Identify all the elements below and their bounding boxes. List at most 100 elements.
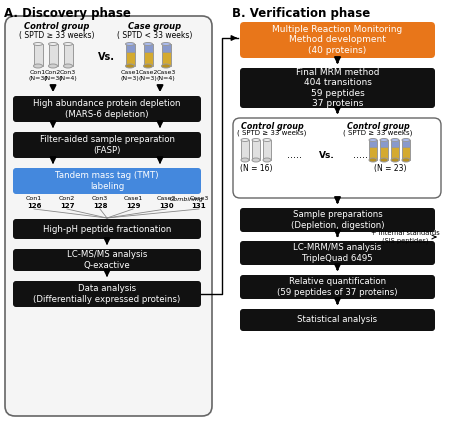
Ellipse shape: [33, 64, 42, 68]
FancyBboxPatch shape: [13, 132, 201, 158]
Bar: [391, 140, 399, 160]
FancyBboxPatch shape: [13, 96, 201, 122]
Text: Con1
(N=3): Con1 (N=3): [29, 70, 47, 81]
Text: Con3
(N=4): Con3 (N=4): [58, 70, 77, 81]
Bar: [369, 140, 377, 147]
Text: (N = 16): (N = 16): [240, 164, 272, 173]
FancyBboxPatch shape: [13, 281, 201, 307]
Bar: [144, 44, 153, 66]
FancyBboxPatch shape: [240, 309, 435, 331]
Text: A. Discovery phase: A. Discovery phase: [4, 7, 131, 20]
Text: ( SPTD < 33 weeks): ( SPTD < 33 weeks): [117, 31, 193, 40]
Text: Con2
(N=3): Con2 (N=3): [44, 70, 63, 81]
Text: Data analysis
(Differentially expressed proteins): Data analysis (Differentially expressed …: [33, 284, 180, 304]
Ellipse shape: [402, 138, 410, 141]
Bar: [402, 140, 410, 160]
Text: Final MRM method
404 transitions
59 peptides
37 proteins: Final MRM method 404 transitions 59 pept…: [296, 68, 379, 108]
Text: Case1: Case1: [123, 196, 143, 201]
Bar: [162, 44, 171, 66]
Text: ( SPTD ≥ 33 weeks): ( SPTD ≥ 33 weeks): [19, 31, 95, 40]
FancyBboxPatch shape: [240, 208, 435, 232]
Bar: [263, 140, 271, 160]
Text: Con2: Con2: [59, 196, 75, 201]
Ellipse shape: [263, 158, 271, 162]
Text: Case3: Case3: [189, 196, 209, 201]
Ellipse shape: [241, 138, 249, 141]
Ellipse shape: [380, 138, 388, 141]
Ellipse shape: [33, 43, 42, 46]
Bar: [369, 140, 377, 160]
Bar: [241, 140, 249, 160]
Text: High abundance protein depletion
(MARS-6 depletion): High abundance protein depletion (MARS-6…: [33, 99, 181, 119]
Bar: [144, 44, 153, 52]
Ellipse shape: [252, 138, 260, 141]
Text: LC-MRM/MS analysis
TripleQuad 6495: LC-MRM/MS analysis TripleQuad 6495: [293, 243, 382, 263]
Ellipse shape: [144, 43, 153, 46]
Ellipse shape: [126, 43, 135, 46]
Ellipse shape: [49, 64, 58, 68]
Text: + Internal standards
(SIS peptides): + Internal standards (SIS peptides): [371, 230, 440, 244]
Ellipse shape: [49, 43, 58, 46]
Ellipse shape: [263, 138, 271, 141]
Text: Vs.: Vs.: [319, 151, 335, 160]
FancyBboxPatch shape: [13, 249, 201, 271]
Ellipse shape: [402, 158, 410, 162]
Text: 131: 131: [192, 203, 206, 209]
Text: 130: 130: [159, 203, 173, 209]
Ellipse shape: [126, 64, 135, 68]
Text: Case1
(N=3): Case1 (N=3): [121, 70, 140, 81]
Text: 127: 127: [60, 203, 74, 209]
Text: Con1: Con1: [26, 196, 42, 201]
Text: Case3
(N=4): Case3 (N=4): [156, 70, 176, 81]
Text: ( SPTD ≥ 33 weeks): ( SPTD ≥ 33 weeks): [237, 130, 307, 136]
Bar: [380, 140, 388, 160]
Text: Control group: Control group: [241, 122, 303, 131]
Text: Relative quantification
(59 peptides of 37 proteins): Relative quantification (59 peptides of …: [277, 277, 398, 297]
Ellipse shape: [391, 138, 399, 141]
Text: Statistical analysis: Statistical analysis: [297, 316, 378, 325]
Ellipse shape: [369, 138, 377, 141]
FancyBboxPatch shape: [240, 68, 435, 108]
FancyBboxPatch shape: [13, 219, 201, 239]
Ellipse shape: [369, 158, 377, 162]
Text: 128: 128: [93, 203, 107, 209]
Text: Case2
(N=3): Case2 (N=3): [138, 70, 158, 81]
Bar: [252, 140, 260, 160]
Bar: [126, 44, 135, 52]
Text: Tandem mass tag (TMT)
labeling: Tandem mass tag (TMT) labeling: [55, 171, 159, 191]
Text: Case group: Case group: [128, 22, 181, 31]
Text: Vs.: Vs.: [98, 52, 114, 62]
FancyBboxPatch shape: [240, 22, 435, 58]
Ellipse shape: [380, 158, 388, 162]
Bar: [49, 44, 58, 66]
Bar: [380, 140, 388, 147]
Text: (N = 23): (N = 23): [374, 164, 406, 173]
FancyBboxPatch shape: [5, 16, 212, 416]
Text: Sample preparations
(Depletion, digestion): Sample preparations (Depletion, digestio…: [291, 210, 384, 230]
Bar: [126, 44, 135, 66]
Text: B. Verification phase: B. Verification phase: [232, 7, 370, 20]
Text: Case2: Case2: [156, 196, 176, 201]
Text: Con3: Con3: [92, 196, 108, 201]
Text: High-pH peptide fractionation: High-pH peptide fractionation: [43, 225, 171, 233]
FancyBboxPatch shape: [233, 118, 441, 198]
Ellipse shape: [241, 158, 249, 162]
FancyBboxPatch shape: [240, 275, 435, 299]
Bar: [402, 140, 410, 147]
Bar: [63, 44, 72, 66]
Text: Control group: Control group: [24, 22, 90, 31]
Text: LC-MS/MS analysis
Q-exactive: LC-MS/MS analysis Q-exactive: [67, 250, 147, 270]
Text: Multiple Reaction Monitoring
Method development
(40 proteins): Multiple Reaction Monitoring Method deve…: [272, 25, 403, 55]
Bar: [162, 44, 171, 52]
Text: ( SPTD ≥ 33 weeks): ( SPTD ≥ 33 weeks): [343, 130, 413, 136]
Ellipse shape: [63, 43, 72, 46]
Text: Combining: Combining: [170, 197, 204, 203]
Ellipse shape: [162, 43, 171, 46]
Text: Control group: Control group: [346, 122, 410, 131]
Text: .....: .....: [352, 150, 368, 160]
FancyBboxPatch shape: [13, 168, 201, 194]
Text: Filter-aided sample preparation
(FASP): Filter-aided sample preparation (FASP): [40, 135, 175, 155]
Ellipse shape: [252, 158, 260, 162]
FancyBboxPatch shape: [240, 241, 435, 265]
Text: 129: 129: [126, 203, 140, 209]
